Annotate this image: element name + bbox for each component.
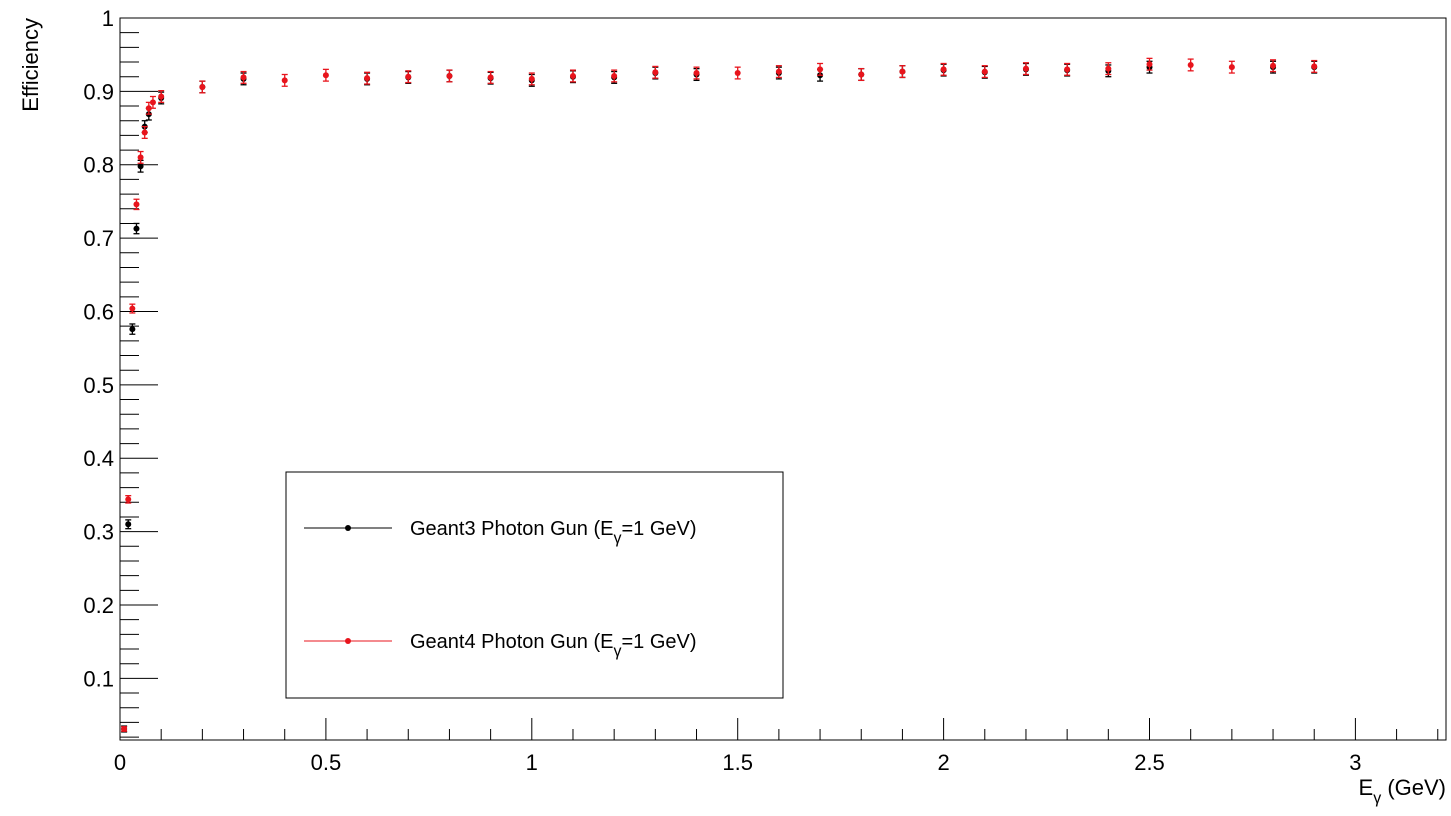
y-tick-label: 0.4 — [83, 446, 114, 471]
plot-frame — [119, 17, 1447, 741]
data-point — [1146, 61, 1153, 68]
data-point — [817, 66, 824, 73]
legend-box — [285, 471, 784, 699]
data-point — [693, 70, 700, 77]
data-point — [528, 75, 535, 82]
y-tick-label: 0.5 — [83, 373, 114, 398]
data-point — [145, 105, 152, 112]
y-tick-label: 0.2 — [83, 593, 114, 618]
y-tick-label: 0.9 — [83, 79, 114, 104]
data-point — [137, 163, 144, 170]
data-point — [129, 305, 136, 312]
data-point — [734, 70, 741, 77]
x-tick-label: 1.5 — [722, 750, 753, 775]
data-point — [133, 225, 140, 232]
data-point — [858, 71, 865, 78]
data-point — [899, 68, 906, 75]
data-point — [446, 72, 453, 79]
data-point — [569, 72, 576, 79]
data-point — [1270, 62, 1277, 69]
y-tick-label: 0.8 — [83, 153, 114, 178]
data-point — [1187, 61, 1194, 68]
legend-marker — [345, 525, 351, 531]
data-point — [1228, 64, 1235, 71]
data-point — [158, 93, 165, 100]
y-tick-label: 1 — [102, 6, 114, 31]
data-point — [981, 68, 988, 75]
data-point — [137, 154, 144, 161]
data-point — [364, 75, 371, 82]
data-point — [940, 66, 947, 73]
legend-label: Geant4 Photon Gun (Eγ=1 GeV) — [410, 631, 697, 660]
y-tick-label: 0.6 — [83, 299, 114, 324]
data-point — [322, 72, 329, 79]
y-tick-label: 0.1 — [83, 666, 114, 691]
data-point — [133, 201, 140, 208]
data-point — [487, 74, 494, 81]
legend-marker — [345, 638, 351, 644]
x-tick-label: 1 — [526, 750, 538, 775]
data-point — [121, 725, 128, 732]
data-point — [199, 83, 206, 90]
data-point — [129, 326, 136, 333]
data-point — [405, 73, 412, 80]
legend-label: Geant3 Photon Gun (Eγ=1 GeV) — [410, 518, 697, 547]
x-tick-label: 2 — [937, 750, 949, 775]
y-tick-label: 0.7 — [83, 226, 114, 251]
data-point — [1311, 63, 1318, 70]
data-point — [775, 68, 782, 75]
data-point — [141, 129, 148, 136]
data-point — [1105, 65, 1112, 72]
y-axis-label: Efficiency — [18, 18, 43, 112]
data-point — [1022, 65, 1029, 72]
data-point — [611, 72, 618, 79]
x-tick-label: 0 — [114, 750, 126, 775]
data-point — [149, 99, 156, 106]
data-point — [1064, 66, 1071, 73]
x-tick-label: 3 — [1349, 750, 1361, 775]
x-tick-label: 0.5 — [311, 750, 342, 775]
x-axis-label: Eγ (GeV) — [1359, 775, 1446, 807]
data-point — [125, 521, 132, 528]
data-point — [125, 496, 132, 503]
data-point — [281, 77, 288, 84]
y-tick-label: 0.3 — [83, 520, 114, 545]
data-point — [652, 69, 659, 76]
x-tick-label: 2.5 — [1134, 750, 1165, 775]
data-point — [240, 74, 247, 81]
